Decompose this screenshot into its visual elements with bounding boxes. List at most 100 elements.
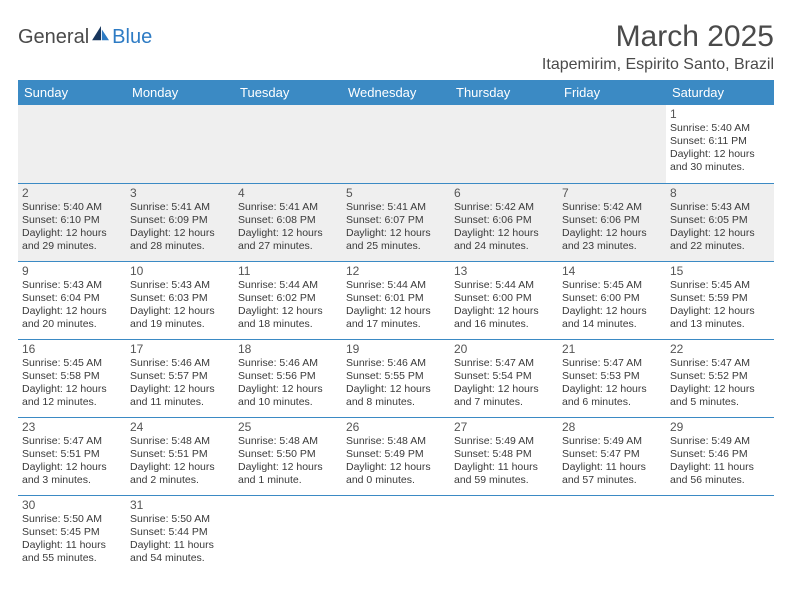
- sunrise-line: Sunrise: 5:43 AM: [22, 279, 122, 292]
- day-number: 25: [238, 420, 338, 434]
- daylight-line-1: Daylight: 12 hours: [670, 305, 770, 318]
- daylight-line-1: Daylight: 12 hours: [346, 383, 446, 396]
- daylight-line-2: and 0 minutes.: [346, 474, 446, 487]
- day-number: 11: [238, 264, 338, 278]
- sunrise-line: Sunrise: 5:42 AM: [454, 201, 554, 214]
- day-number: 2: [22, 186, 122, 200]
- calendar-cell: 5Sunrise: 5:41 AMSunset: 6:07 PMDaylight…: [342, 183, 450, 261]
- sunset-line: Sunset: 6:01 PM: [346, 292, 446, 305]
- calendar-cell: 26Sunrise: 5:48 AMSunset: 5:49 PMDayligh…: [342, 417, 450, 495]
- sunrise-line: Sunrise: 5:42 AM: [562, 201, 662, 214]
- calendar-table: Sunday Monday Tuesday Wednesday Thursday…: [18, 80, 774, 573]
- daylight-line-1: Daylight: 12 hours: [22, 383, 122, 396]
- day-number: 8: [670, 186, 770, 200]
- daylight-line-1: Daylight: 12 hours: [454, 305, 554, 318]
- daylight-line-2: and 56 minutes.: [670, 474, 770, 487]
- calendar-cell: 4Sunrise: 5:41 AMSunset: 6:08 PMDaylight…: [234, 183, 342, 261]
- calendar-cell: 8Sunrise: 5:43 AMSunset: 6:05 PMDaylight…: [666, 183, 774, 261]
- sunset-line: Sunset: 5:47 PM: [562, 448, 662, 461]
- sunrise-line: Sunrise: 5:45 AM: [670, 279, 770, 292]
- daylight-line-2: and 28 minutes.: [130, 240, 230, 253]
- day-number: 27: [454, 420, 554, 434]
- day-number: 29: [670, 420, 770, 434]
- day-number: 3: [130, 186, 230, 200]
- calendar-cell: 13Sunrise: 5:44 AMSunset: 6:00 PMDayligh…: [450, 261, 558, 339]
- daylight-line-1: Daylight: 11 hours: [130, 539, 230, 552]
- daylight-line-1: Daylight: 12 hours: [238, 227, 338, 240]
- daylight-line-1: Daylight: 12 hours: [454, 227, 554, 240]
- daylight-line-1: Daylight: 11 hours: [670, 461, 770, 474]
- col-tuesday: Tuesday: [234, 80, 342, 105]
- sunset-line: Sunset: 6:00 PM: [562, 292, 662, 305]
- sunset-line: Sunset: 6:02 PM: [238, 292, 338, 305]
- daylight-line-1: Daylight: 12 hours: [130, 227, 230, 240]
- daylight-line-2: and 5 minutes.: [670, 396, 770, 409]
- day-number: 21: [562, 342, 662, 356]
- calendar-cell: 7Sunrise: 5:42 AMSunset: 6:06 PMDaylight…: [558, 183, 666, 261]
- sunset-line: Sunset: 6:06 PM: [454, 214, 554, 227]
- col-saturday: Saturday: [666, 80, 774, 105]
- logo-text-blue: Blue: [94, 26, 152, 49]
- sunset-line: Sunset: 5:50 PM: [238, 448, 338, 461]
- sunset-line: Sunset: 5:51 PM: [22, 448, 122, 461]
- daylight-line-1: Daylight: 12 hours: [22, 305, 122, 318]
- calendar-cell: 14Sunrise: 5:45 AMSunset: 6:00 PMDayligh…: [558, 261, 666, 339]
- sunset-line: Sunset: 6:09 PM: [130, 214, 230, 227]
- calendar-cell: [450, 105, 558, 183]
- sunrise-line: Sunrise: 5:50 AM: [22, 513, 122, 526]
- day-number: 20: [454, 342, 554, 356]
- calendar-body: 1Sunrise: 5:40 AMSunset: 6:11 PMDaylight…: [18, 105, 774, 573]
- sunrise-line: Sunrise: 5:46 AM: [130, 357, 230, 370]
- sunrise-line: Sunrise: 5:41 AM: [130, 201, 230, 214]
- daylight-line-1: Daylight: 12 hours: [454, 383, 554, 396]
- sunset-line: Sunset: 5:52 PM: [670, 370, 770, 383]
- sunset-line: Sunset: 5:46 PM: [670, 448, 770, 461]
- page-title: March 2025: [542, 20, 774, 54]
- sunset-line: Sunset: 6:03 PM: [130, 292, 230, 305]
- calendar-cell: 27Sunrise: 5:49 AMSunset: 5:48 PMDayligh…: [450, 417, 558, 495]
- sunrise-line: Sunrise: 5:44 AM: [346, 279, 446, 292]
- col-sunday: Sunday: [18, 80, 126, 105]
- daylight-line-2: and 23 minutes.: [562, 240, 662, 253]
- daylight-line-2: and 12 minutes.: [22, 396, 122, 409]
- calendar-cell: 3Sunrise: 5:41 AMSunset: 6:09 PMDaylight…: [126, 183, 234, 261]
- day-number: 12: [346, 264, 446, 278]
- day-number: 4: [238, 186, 338, 200]
- daylight-line-2: and 14 minutes.: [562, 318, 662, 331]
- day-number: 16: [22, 342, 122, 356]
- calendar-row: 9Sunrise: 5:43 AMSunset: 6:04 PMDaylight…: [18, 261, 774, 339]
- location-subtitle: Itapemirim, Espirito Santo, Brazil: [542, 56, 774, 74]
- calendar-cell: [234, 495, 342, 573]
- logo: General Blue: [18, 20, 152, 49]
- title-block: March 2025 Itapemirim, Espirito Santo, B…: [542, 20, 774, 74]
- sunset-line: Sunset: 5:53 PM: [562, 370, 662, 383]
- day-number: 18: [238, 342, 338, 356]
- calendar-cell: 15Sunrise: 5:45 AMSunset: 5:59 PMDayligh…: [666, 261, 774, 339]
- calendar-cell: [666, 495, 774, 573]
- daylight-line-2: and 57 minutes.: [562, 474, 662, 487]
- day-number: 5: [346, 186, 446, 200]
- day-number: 13: [454, 264, 554, 278]
- daylight-line-2: and 6 minutes.: [562, 396, 662, 409]
- col-thursday: Thursday: [450, 80, 558, 105]
- daylight-line-2: and 11 minutes.: [130, 396, 230, 409]
- sunset-line: Sunset: 6:00 PM: [454, 292, 554, 305]
- daylight-line-1: Daylight: 12 hours: [238, 461, 338, 474]
- sunset-line: Sunset: 6:11 PM: [670, 135, 770, 148]
- sunset-line: Sunset: 5:55 PM: [346, 370, 446, 383]
- sunrise-line: Sunrise: 5:48 AM: [130, 435, 230, 448]
- sunrise-line: Sunrise: 5:45 AM: [22, 357, 122, 370]
- sunrise-line: Sunrise: 5:47 AM: [670, 357, 770, 370]
- day-number: 26: [346, 420, 446, 434]
- daylight-line-1: Daylight: 11 hours: [22, 539, 122, 552]
- calendar-cell: [558, 495, 666, 573]
- daylight-line-1: Daylight: 11 hours: [454, 461, 554, 474]
- sunrise-line: Sunrise: 5:50 AM: [130, 513, 230, 526]
- calendar-cell: 20Sunrise: 5:47 AMSunset: 5:54 PMDayligh…: [450, 339, 558, 417]
- daylight-line-2: and 7 minutes.: [454, 396, 554, 409]
- sunrise-line: Sunrise: 5:40 AM: [22, 201, 122, 214]
- calendar-cell: [18, 105, 126, 183]
- sunrise-line: Sunrise: 5:45 AM: [562, 279, 662, 292]
- sunset-line: Sunset: 5:49 PM: [346, 448, 446, 461]
- daylight-line-1: Daylight: 12 hours: [238, 383, 338, 396]
